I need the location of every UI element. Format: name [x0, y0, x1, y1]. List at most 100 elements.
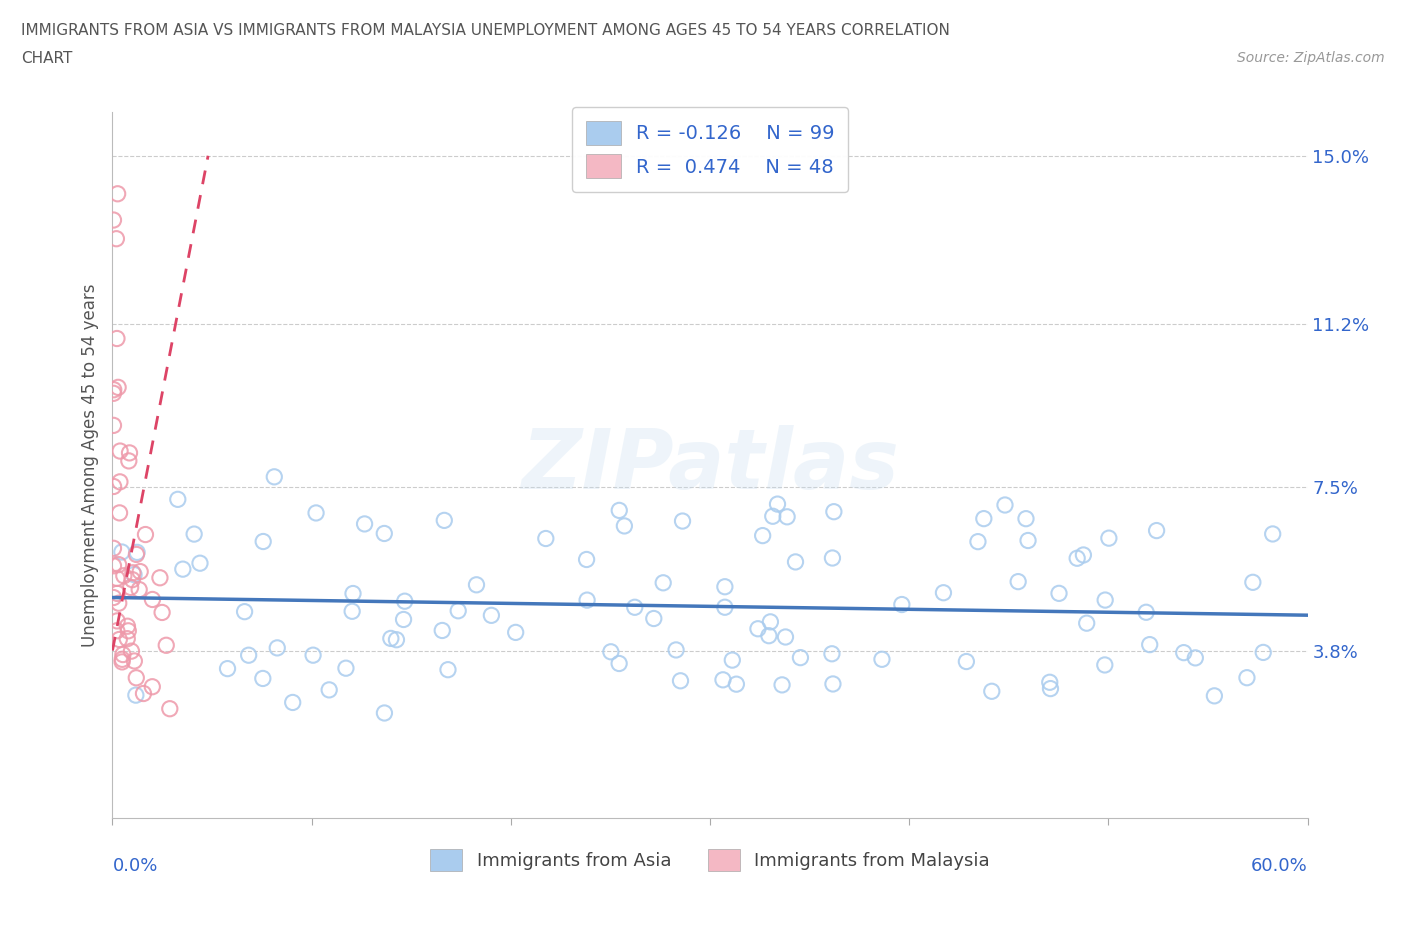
Point [129, 565, 152, 579]
Text: 0.0%: 0.0% [112, 857, 157, 875]
Text: IMMIGRANTS FROM ASIA VS IMMIGRANTS FROM MALAYSIA UNEMPLOYMENT AMONG AGES 45 TO 5: IMMIGRANTS FROM ASIA VS IMMIGRANTS FROM … [21, 23, 950, 38]
Point [1146, 524, 1168, 538]
Point [770, 677, 793, 692]
Point [1017, 533, 1039, 548]
Point [105, 614, 128, 629]
Point [1039, 675, 1062, 690]
Point [437, 662, 460, 677]
Point [159, 701, 181, 716]
Point [711, 672, 734, 687]
Point [172, 562, 194, 577]
Point [122, 567, 145, 582]
Point [669, 673, 692, 688]
Point [132, 686, 155, 701]
Point [103, 541, 125, 556]
Point [505, 625, 527, 640]
Point [105, 586, 128, 601]
Point [117, 618, 139, 633]
Point [576, 592, 599, 607]
Point [759, 615, 782, 630]
Text: Source: ZipAtlas.com: Source: ZipAtlas.com [1237, 51, 1385, 65]
Point [125, 687, 148, 702]
Point [252, 671, 274, 686]
Point [776, 510, 799, 525]
Point [125, 547, 148, 562]
Point [121, 572, 143, 587]
Point [122, 565, 145, 580]
Point [671, 513, 693, 528]
Point [335, 660, 357, 675]
Point [1251, 645, 1274, 660]
Point [340, 604, 363, 618]
Text: CHART: CHART [21, 51, 73, 66]
Point [124, 654, 146, 669]
Point [714, 579, 737, 594]
Point [252, 534, 274, 549]
Point [1241, 575, 1264, 590]
Point [107, 557, 129, 572]
Point [373, 526, 395, 541]
Point [1076, 616, 1098, 631]
Point [305, 506, 328, 521]
Point [980, 684, 1002, 698]
Point [107, 186, 129, 201]
Point [302, 648, 325, 663]
Point [385, 632, 408, 647]
Point [281, 695, 304, 710]
Point [973, 512, 995, 526]
Point [112, 568, 135, 583]
Point [103, 418, 125, 432]
Point [1204, 688, 1226, 703]
Point [111, 545, 134, 560]
Point [870, 652, 893, 667]
Point [1139, 637, 1161, 652]
Point [665, 643, 688, 658]
Point [134, 527, 156, 542]
Point [150, 605, 173, 620]
Point [118, 445, 141, 460]
Point [725, 677, 748, 692]
Point [1047, 586, 1070, 601]
Point [1066, 551, 1088, 565]
Text: 60.0%: 60.0% [1251, 857, 1308, 875]
Point [821, 676, 844, 691]
Point [111, 647, 134, 662]
Point [342, 586, 364, 601]
Point [117, 631, 139, 646]
Point [394, 593, 416, 608]
Point [128, 582, 150, 597]
Point [623, 600, 645, 615]
Point [1073, 548, 1095, 563]
Point [118, 454, 141, 469]
Point [166, 492, 188, 507]
Point [188, 556, 211, 571]
Point [775, 630, 797, 644]
Legend: Immigrants from Asia, Immigrants from Malaysia: Immigrants from Asia, Immigrants from Ma… [420, 840, 1000, 880]
Point [125, 671, 148, 685]
Point [762, 509, 785, 524]
Point [607, 656, 630, 671]
Point [103, 386, 125, 401]
Point [823, 504, 845, 519]
Point [127, 545, 149, 560]
Point [751, 528, 773, 543]
Point [721, 653, 744, 668]
Point [1094, 592, 1116, 607]
Point [747, 621, 769, 636]
Point [432, 623, 454, 638]
Point [575, 552, 598, 567]
Point [1261, 526, 1284, 541]
Point [599, 644, 621, 659]
Point [433, 513, 456, 528]
Point [479, 608, 502, 623]
Point [607, 503, 630, 518]
Point [103, 213, 125, 228]
Point [994, 498, 1017, 512]
Point [105, 623, 128, 638]
Point [103, 558, 125, 573]
Point [1094, 658, 1116, 672]
Point [613, 519, 636, 534]
Point [107, 380, 129, 395]
Point [103, 382, 125, 397]
Point [103, 479, 125, 494]
